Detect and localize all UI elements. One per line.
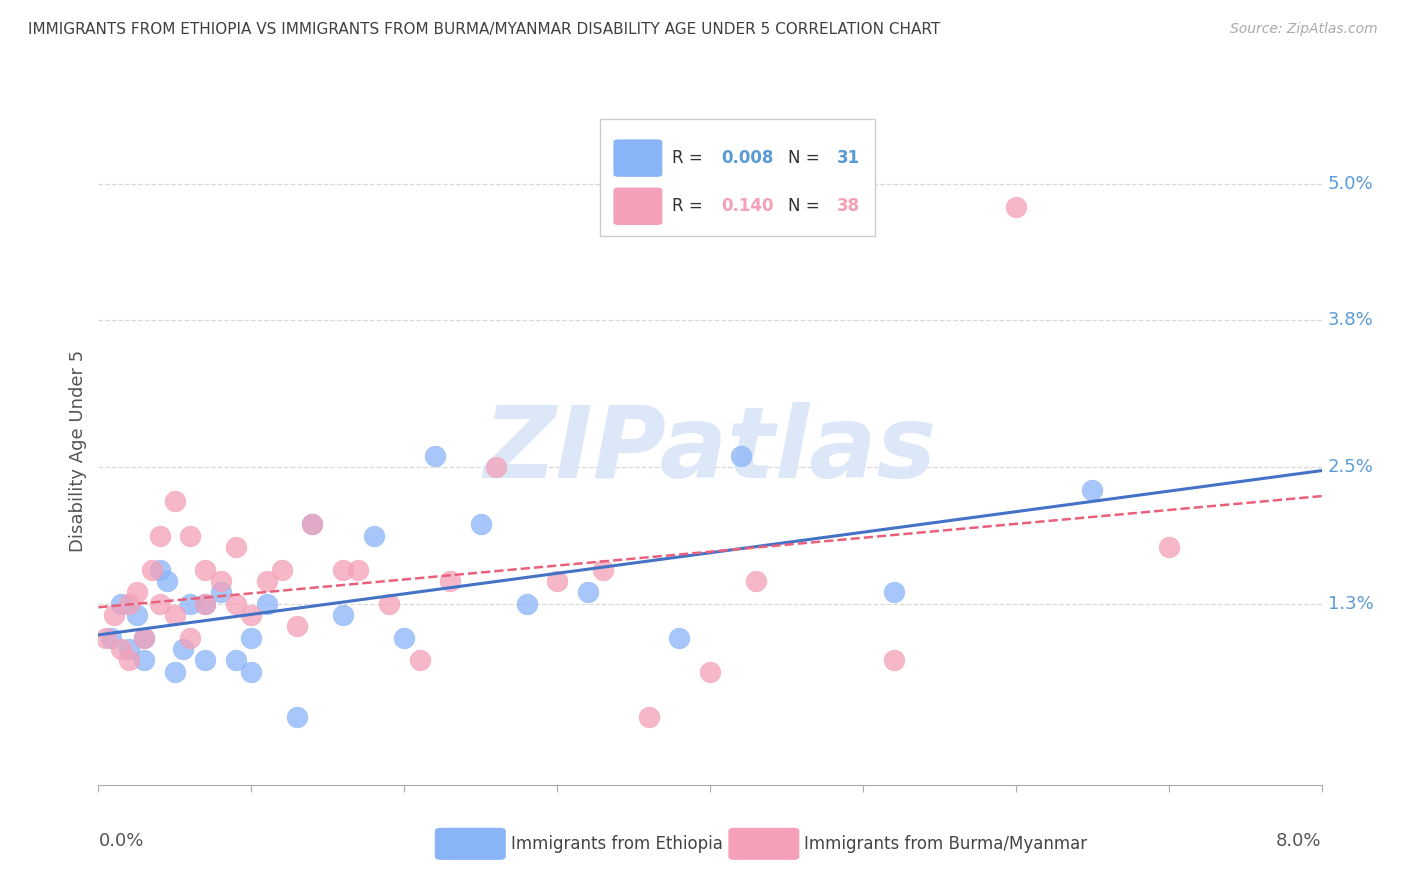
- Point: [546, 574, 568, 588]
- Point: [408, 653, 430, 667]
- Point: [209, 585, 232, 599]
- Point: [163, 494, 186, 508]
- Text: 2.5%: 2.5%: [1327, 458, 1374, 476]
- Point: [1004, 200, 1026, 214]
- Point: [149, 597, 172, 611]
- Point: [470, 517, 492, 532]
- Text: 31: 31: [837, 149, 860, 167]
- Point: [256, 597, 278, 611]
- Point: [156, 574, 179, 588]
- Point: [240, 607, 263, 622]
- Point: [134, 653, 156, 667]
- Point: [110, 641, 132, 656]
- Point: [172, 641, 194, 656]
- Text: Source: ZipAtlas.com: Source: ZipAtlas.com: [1230, 22, 1378, 37]
- Point: [883, 653, 905, 667]
- Point: [209, 574, 232, 588]
- Point: [516, 597, 538, 611]
- Point: [699, 665, 721, 679]
- Point: [256, 574, 278, 588]
- Point: [423, 449, 446, 463]
- Point: [194, 597, 217, 611]
- Point: [392, 631, 416, 645]
- Point: [347, 562, 370, 576]
- Text: ZIPatlas: ZIPatlas: [484, 402, 936, 499]
- Point: [301, 517, 323, 532]
- Point: [225, 597, 247, 611]
- Point: [883, 585, 905, 599]
- Text: 1.3%: 1.3%: [1327, 595, 1374, 613]
- Point: [149, 528, 172, 542]
- Text: R =: R =: [672, 149, 709, 167]
- Point: [118, 641, 141, 656]
- Y-axis label: Disability Age Under 5: Disability Age Under 5: [69, 350, 87, 551]
- FancyBboxPatch shape: [434, 828, 506, 860]
- Text: Immigrants from Burma/Myanmar: Immigrants from Burma/Myanmar: [804, 835, 1087, 853]
- Point: [592, 562, 614, 576]
- Point: [285, 710, 308, 724]
- Point: [240, 665, 263, 679]
- Text: 0.008: 0.008: [721, 149, 773, 167]
- FancyBboxPatch shape: [728, 828, 800, 860]
- Point: [745, 574, 768, 588]
- Point: [110, 597, 132, 611]
- Point: [141, 562, 163, 576]
- Point: [134, 631, 156, 645]
- Point: [240, 631, 263, 645]
- Text: 0.0%: 0.0%: [98, 831, 143, 850]
- Point: [301, 517, 323, 532]
- Point: [194, 562, 217, 576]
- Point: [94, 631, 117, 645]
- Point: [668, 631, 690, 645]
- Text: IMMIGRANTS FROM ETHIOPIA VS IMMIGRANTS FROM BURMA/MYANMAR DISABILITY AGE UNDER 5: IMMIGRANTS FROM ETHIOPIA VS IMMIGRANTS F…: [28, 22, 941, 37]
- Text: 8.0%: 8.0%: [1277, 831, 1322, 850]
- Point: [285, 619, 308, 633]
- Point: [125, 607, 148, 622]
- Text: Immigrants from Ethiopia: Immigrants from Ethiopia: [510, 835, 723, 853]
- Point: [730, 449, 752, 463]
- Point: [125, 585, 148, 599]
- Point: [225, 653, 247, 667]
- Point: [134, 631, 156, 645]
- Text: N =: N =: [789, 149, 825, 167]
- Text: N =: N =: [789, 197, 825, 215]
- Point: [194, 597, 217, 611]
- Point: [332, 607, 354, 622]
- Point: [485, 460, 508, 475]
- Point: [179, 631, 201, 645]
- Point: [179, 597, 201, 611]
- Point: [378, 597, 401, 611]
- FancyBboxPatch shape: [613, 139, 662, 177]
- Point: [179, 528, 201, 542]
- Point: [118, 597, 141, 611]
- Point: [149, 562, 172, 576]
- Point: [103, 607, 125, 622]
- Point: [1081, 483, 1104, 497]
- Point: [363, 528, 385, 542]
- Text: 5.0%: 5.0%: [1327, 175, 1374, 193]
- Point: [163, 607, 186, 622]
- Point: [332, 562, 354, 576]
- Text: 0.140: 0.140: [721, 197, 773, 215]
- Point: [100, 631, 122, 645]
- Point: [270, 562, 294, 576]
- Point: [439, 574, 461, 588]
- Point: [637, 710, 661, 724]
- Text: 3.8%: 3.8%: [1327, 311, 1374, 329]
- FancyBboxPatch shape: [600, 120, 875, 236]
- FancyBboxPatch shape: [613, 187, 662, 225]
- Point: [194, 653, 217, 667]
- Point: [163, 665, 186, 679]
- Point: [118, 653, 141, 667]
- Point: [225, 540, 247, 554]
- Text: 38: 38: [837, 197, 860, 215]
- Point: [576, 585, 599, 599]
- Text: R =: R =: [672, 197, 709, 215]
- Point: [1157, 540, 1180, 554]
